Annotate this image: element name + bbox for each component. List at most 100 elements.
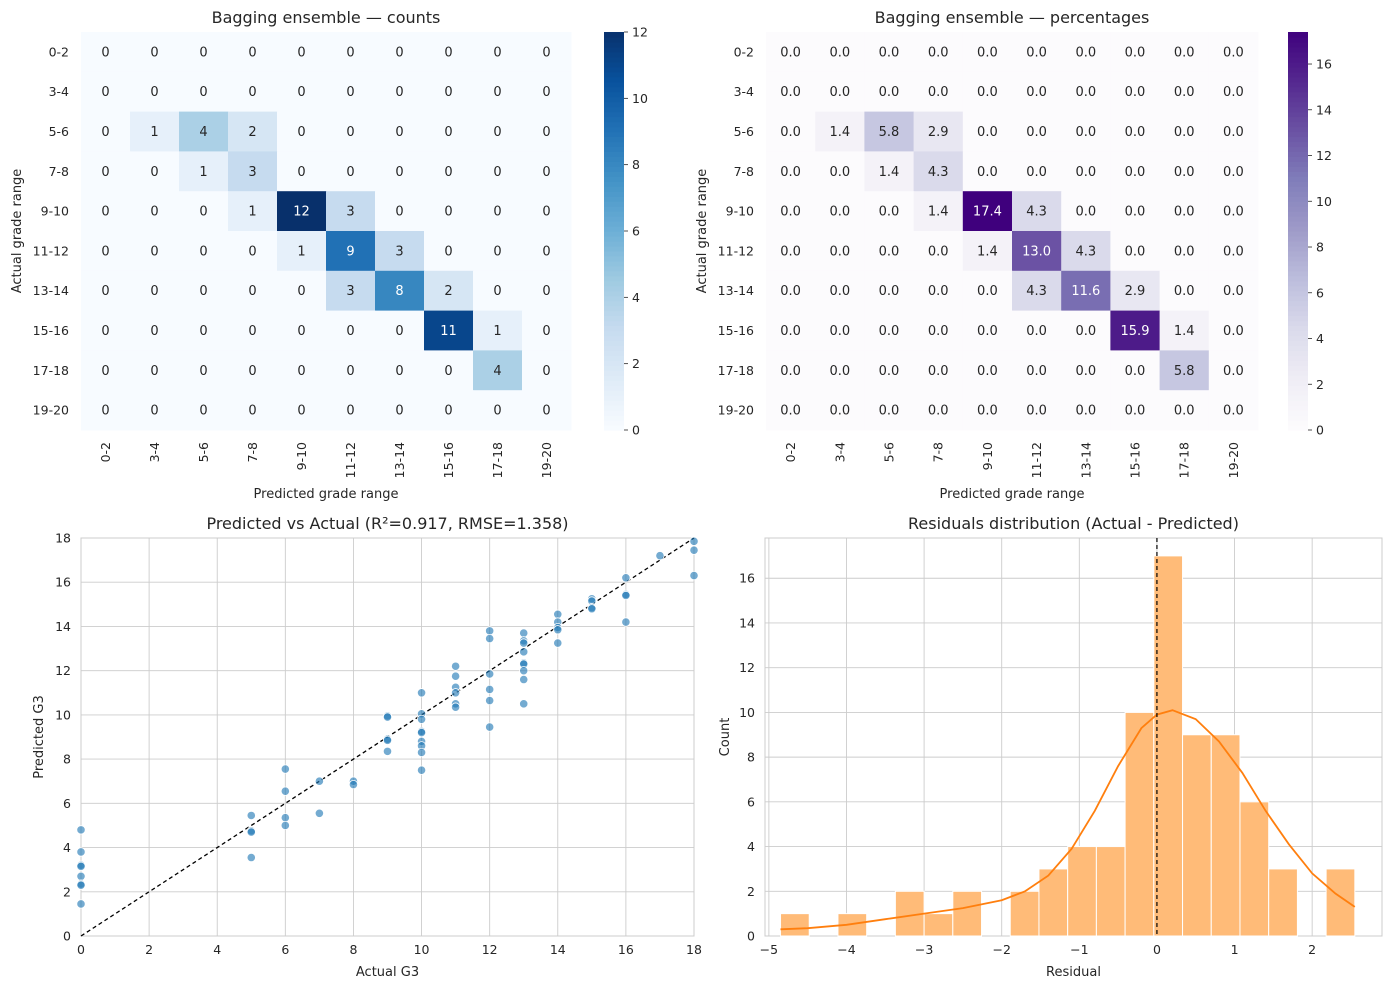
heatmap-cell <box>913 71 964 113</box>
heatmap-cell <box>277 71 327 113</box>
heatmap-cell <box>913 310 964 351</box>
colorbar-tick-label: 12 <box>632 25 648 40</box>
cell-label: 1.4 <box>829 125 850 140</box>
y-tick-label: 2 <box>747 884 755 899</box>
cell-label: 0.0 <box>829 45 850 60</box>
heatmap-cell <box>815 231 865 272</box>
heatmap-cell <box>326 390 376 431</box>
cell-label: 0.0 <box>1223 324 1244 339</box>
cell-label: 0 <box>101 45 109 60</box>
cell-label: 0.0 <box>879 85 900 100</box>
x-tick-label: 7-8 <box>931 442 946 462</box>
colorbar-segment <box>604 91 624 98</box>
cell-label: 4.3 <box>928 165 949 180</box>
cell-label: 0.0 <box>1174 205 1195 220</box>
cell-label: 4.3 <box>1075 244 1096 259</box>
colorbar-segment <box>604 176 624 182</box>
cell-label: 0.0 <box>1174 404 1195 419</box>
colorbar-segment <box>604 66 624 73</box>
colorbar-tick-label: 16 <box>1316 57 1332 72</box>
colorbar-segment <box>1288 390 1308 396</box>
colorbar-segment <box>1288 211 1308 217</box>
y-tick-label: 6 <box>747 794 755 809</box>
colorbar-segment <box>604 196 624 202</box>
cell-label: 0 <box>444 45 452 60</box>
scatter-point <box>485 634 495 644</box>
scatter-point <box>519 647 529 657</box>
heatmap-cell <box>815 390 865 431</box>
cell-label: 0 <box>346 85 354 100</box>
colorbar-segment <box>1288 56 1308 63</box>
heatmap-cell <box>130 231 180 272</box>
cell-label: 0.0 <box>1174 125 1195 140</box>
cell-label: 0 <box>444 244 452 259</box>
heatmap-cell <box>1012 231 1062 272</box>
cell-label: 0.0 <box>928 404 949 419</box>
colorbar-segment <box>604 61 624 68</box>
x-tick-label: 17-18 <box>1177 442 1192 478</box>
cell-label: 0.0 <box>780 404 801 419</box>
cell-label: 0 <box>395 45 403 60</box>
colorbar-segment <box>604 285 624 292</box>
cell-label: 0.0 <box>780 125 801 140</box>
cell-label: 0.0 <box>879 205 900 220</box>
y-tick-label: 8 <box>63 752 71 767</box>
heatmap-cell <box>1159 270 1210 312</box>
heatmap-cell <box>228 32 278 73</box>
chart-title: Residuals distribution (Actual - Predict… <box>908 514 1239 533</box>
y-tick-label: 12 <box>55 663 71 678</box>
heatmap-cell <box>1159 310 1210 351</box>
cell-label: 9 <box>346 244 354 259</box>
y-tick-label: 16 <box>739 571 755 586</box>
cell-label: 5.8 <box>879 125 900 140</box>
cell-label: 1.4 <box>977 244 998 259</box>
y-tick-label: 9-10 <box>726 204 754 219</box>
colorbar-segment <box>1288 270 1308 277</box>
x-tick-label: −3 <box>915 942 933 957</box>
heatmap-cell <box>766 151 816 192</box>
scatter-point <box>382 735 393 745</box>
cell-label: 0.0 <box>977 45 998 60</box>
heatmap-cell <box>1061 191 1111 232</box>
colorbar-segment <box>604 216 624 222</box>
colorbar-segment <box>604 126 624 133</box>
cell-label: 1 <box>297 244 305 259</box>
heatmap-cell <box>1110 151 1161 192</box>
cell-label: 0.0 <box>780 244 801 259</box>
cell-label: 0.0 <box>829 85 850 100</box>
heatmap-cell <box>473 350 523 391</box>
heatmap-cell <box>424 71 474 113</box>
cell-label: 0 <box>346 364 354 379</box>
cell-label: 2 <box>248 125 256 140</box>
heatmap-cell <box>424 310 474 351</box>
cell-label: 0.0 <box>780 45 801 60</box>
cell-label: 0 <box>199 85 207 100</box>
scatter-point <box>519 628 529 638</box>
scatter-point <box>553 638 563 648</box>
colorbar-segment <box>1288 66 1308 73</box>
heatmap-cell <box>1061 32 1111 73</box>
colorbar-segment <box>604 86 624 93</box>
x-tick-label: 19-20 <box>1226 442 1241 478</box>
heatmap-cell <box>1012 32 1062 73</box>
heatmap-cell <box>913 191 964 232</box>
cell-label: 0 <box>444 404 452 419</box>
histogram-bar <box>952 890 983 937</box>
cell-label: 0 <box>493 284 501 299</box>
heatmap-cell <box>522 32 572 73</box>
heatmap-cell <box>473 231 523 272</box>
colorbar-segment <box>604 370 624 376</box>
heatmap-cell <box>81 151 131 192</box>
heatmap-cell <box>277 390 327 431</box>
cell-label: 4 <box>199 125 207 140</box>
y-tick-label: 9-10 <box>41 204 69 219</box>
heatmap-cell <box>130 390 180 431</box>
heatmap-cell <box>179 270 229 312</box>
cell-label: 8 <box>395 284 403 299</box>
cell-label: 0.0 <box>1026 165 1047 180</box>
heatmap-cell <box>473 151 523 192</box>
colorbar-segment <box>604 295 624 302</box>
histogram-bar <box>1038 868 1069 937</box>
colorbar-segment <box>1288 305 1308 312</box>
colorbar-segment <box>604 41 624 48</box>
